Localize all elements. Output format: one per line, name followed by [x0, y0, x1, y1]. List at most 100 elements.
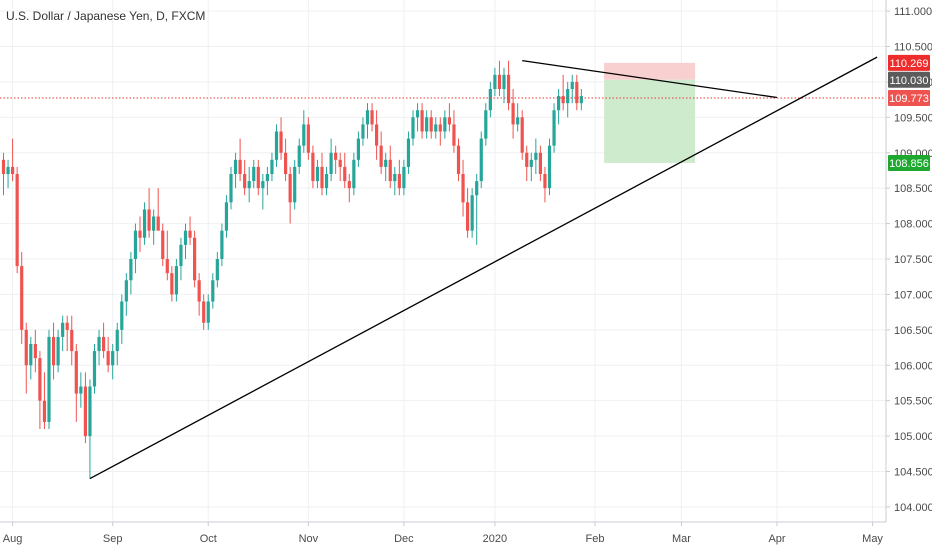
candle-up [274, 131, 279, 160]
x-tick-label: Feb [586, 533, 605, 545]
candle-down [320, 166, 324, 189]
x-tick-label: Apr [768, 533, 785, 545]
candle-up [261, 181, 265, 189]
trendline-ascending-support[interactable] [89, 56, 878, 480]
candle-up [557, 96, 561, 111]
grid [0, 0, 886, 522]
candle-up [479, 138, 483, 182]
price-badge-target [888, 154, 930, 171]
candle-down [452, 124, 456, 146]
candle-up [470, 195, 474, 231]
x-tick-label: Mar [672, 533, 691, 545]
candle-down [74, 351, 78, 394]
candle-up [56, 336, 60, 366]
y-tick-label: 107.000 [894, 289, 932, 301]
candle-up [183, 230, 188, 245]
candle-down [42, 400, 47, 422]
candle-down [33, 344, 37, 359]
candle-up [361, 124, 365, 139]
y-tick-label: 106.000 [894, 360, 932, 372]
y-tick-label: 105.500 [894, 396, 932, 408]
candle-down [284, 152, 288, 174]
candle-down [11, 166, 15, 174]
candle-up [475, 181, 479, 196]
candle-up [224, 202, 229, 231]
candle-up [352, 159, 356, 189]
candle-up [252, 166, 256, 182]
y-tick-label: 111.000 [894, 6, 932, 18]
y-tick-label: 110.500 [894, 42, 932, 54]
x-tick-label: Dec [394, 533, 414, 545]
candle-down [170, 273, 174, 295]
trendline-descending-resistance[interactable] [522, 60, 778, 99]
candle-up [6, 166, 10, 174]
candle-up [552, 110, 556, 146]
candle-up [529, 159, 533, 167]
candle-up [302, 124, 306, 146]
candle-up [324, 174, 329, 189]
candle-down [520, 117, 524, 153]
candle-up [247, 181, 251, 189]
y-tick-label: 108.500 [894, 183, 932, 195]
trendlines [0, 56, 886, 480]
candle-down [456, 145, 461, 174]
position-zones [604, 62, 696, 163]
candle-down [379, 145, 383, 167]
candle-down [288, 174, 292, 203]
candle-up [211, 280, 215, 302]
candle-up [111, 351, 115, 366]
candle-up [425, 117, 429, 132]
candle-up [315, 166, 320, 182]
candle-down [420, 110, 424, 132]
candle-down [243, 174, 247, 189]
candle-up [293, 166, 297, 203]
candle-up [88, 386, 92, 437]
candle-down [1, 159, 6, 174]
y-tick-label: 109.500 [894, 112, 932, 124]
price-badge-label-stop: 110.269 [890, 58, 929, 70]
candle-down [24, 329, 28, 366]
candle-down [238, 159, 242, 174]
price-badge-entry [888, 71, 930, 88]
candle-down [506, 74, 511, 104]
candle-down [102, 336, 106, 352]
candle-up [220, 230, 224, 259]
x-tick-label: May [862, 533, 883, 545]
candle-up [534, 152, 538, 160]
x-tick-label: Sep [103, 533, 123, 545]
chart-title: U.S. Dollar / Japanese Yen, D, FXCM [6, 9, 205, 23]
candle-up [329, 152, 333, 174]
y-tick-label: 106.500 [894, 325, 932, 337]
candle-up [179, 244, 183, 267]
candle-down [461, 174, 465, 203]
candle-down [543, 174, 547, 189]
y-tick-label: 105.000 [894, 431, 932, 443]
candle-down [83, 386, 87, 437]
candle-up [566, 89, 570, 104]
candle-down [370, 110, 374, 125]
candle-down [188, 230, 192, 238]
candle-down [334, 152, 338, 160]
candle-up [215, 259, 219, 281]
x-tick-label: 2020 [483, 533, 507, 545]
candle-up [516, 117, 520, 125]
candle-down [161, 230, 165, 259]
candle-down [575, 81, 579, 104]
candle-up [174, 266, 178, 295]
candle-up [61, 322, 65, 337]
take-profit-zone [604, 79, 696, 163]
price-badge-label-entry: 110.030 [890, 75, 929, 87]
stop-loss-zone [604, 62, 696, 80]
x-tick-label: Aug [3, 533, 23, 545]
candle-down [256, 166, 260, 189]
candle-down [561, 96, 565, 104]
candle-down [338, 159, 342, 167]
x-tick-label: Oct [200, 533, 217, 545]
candle-up [406, 138, 411, 167]
candle-up [97, 336, 101, 352]
candle-up [229, 174, 233, 203]
candle-up [120, 301, 124, 330]
